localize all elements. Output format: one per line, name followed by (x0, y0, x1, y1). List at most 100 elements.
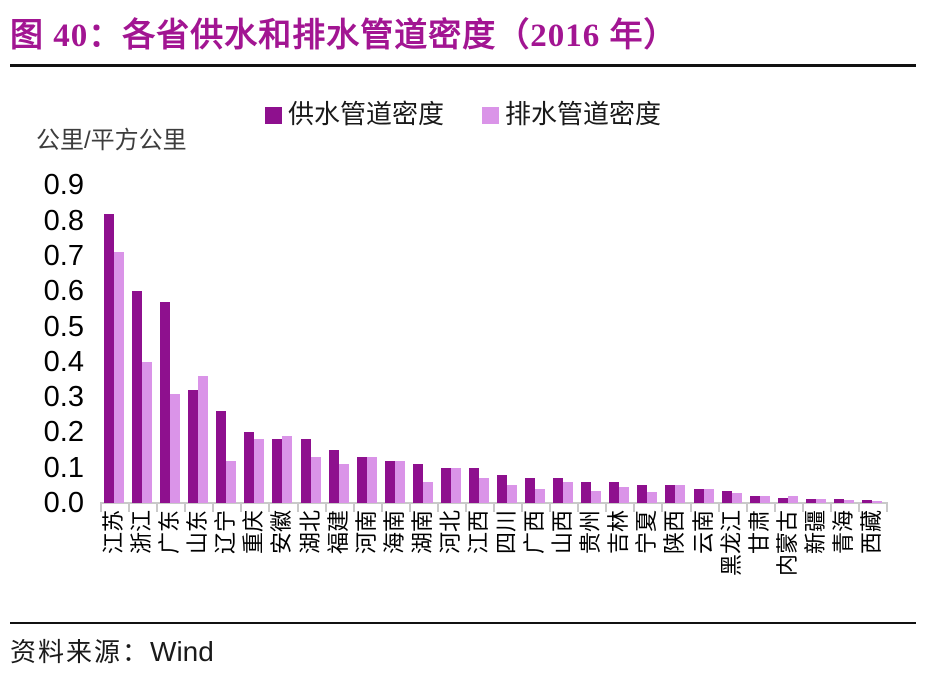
axis-tick (156, 504, 159, 512)
bar-drainage (815, 498, 826, 503)
x-tick-label: 海南 (381, 510, 407, 555)
source-line: 资料来源：Wind (10, 632, 214, 669)
legend-swatch-supply (264, 106, 282, 124)
bar-drainage (198, 375, 209, 503)
x-tick-label: 新疆 (802, 510, 828, 555)
axis-tick (717, 504, 720, 512)
bar-supply (412, 464, 423, 503)
x-tick-label: 内蒙古 (774, 510, 800, 577)
source-value: Wind (150, 636, 214, 667)
axis-tick (857, 504, 860, 512)
figure-title: 图 40：各省供水和排水管道密度（2016 年） (10, 18, 678, 54)
bar-supply (440, 467, 451, 503)
x-tick-label: 湖南 (409, 510, 435, 555)
bar-drainage (619, 487, 630, 503)
bar-supply (805, 498, 816, 503)
legend-label-supply: 供水管道密度 (287, 99, 444, 129)
x-tick-label: 四川 (494, 510, 520, 555)
bar-drainage (535, 488, 546, 503)
axis-tick (128, 504, 131, 512)
x-tick-label: 江苏 (101, 510, 127, 555)
bar-drainage (422, 481, 433, 503)
axis-tick (408, 504, 411, 512)
axis-tick (829, 504, 832, 512)
x-tick-label: 重庆 (241, 510, 267, 555)
legend-item-drainage: 排水管道密度 (482, 100, 661, 128)
bar-supply (609, 481, 620, 503)
axis-tick (268, 504, 271, 512)
bar-supply (553, 478, 564, 503)
bar-supply (777, 497, 788, 503)
x-tick-label: 湖北 (297, 510, 323, 555)
axis-tick (100, 504, 102, 512)
x-tick-label: 福建 (325, 510, 351, 555)
legend-item-supply: 供水管道密度 (264, 99, 444, 129)
bar-drainage (338, 464, 349, 503)
axis-tick (773, 504, 776, 512)
bar-supply (300, 439, 311, 503)
x-tick-label: 青海 (830, 510, 856, 555)
axis-tick (380, 504, 383, 512)
bar-drainage (478, 478, 489, 503)
bar-supply (272, 439, 283, 503)
legend-swatch-drainage (482, 106, 499, 124)
title-rule (10, 64, 916, 67)
x-axis-line (100, 502, 888, 504)
y-axis-unit-label: 公里/平方公里 (36, 127, 187, 154)
x-tick-label: 山东 (185, 510, 211, 555)
axis-tick (324, 504, 327, 512)
bar-supply (721, 490, 732, 503)
bar-drainage (759, 495, 770, 503)
bar-drainage (226, 460, 237, 503)
axis-tick (464, 504, 467, 512)
bar-supply (497, 474, 508, 503)
bar-supply (581, 481, 592, 503)
axis-tick (689, 504, 692, 512)
x-tick-label: 广东 (157, 510, 183, 555)
bar-drainage (114, 252, 125, 503)
bar-drainage (703, 488, 714, 503)
bar-supply (328, 450, 339, 503)
source-prefix: 资料来源： (10, 638, 151, 667)
bar-drainage (731, 493, 742, 503)
bar-drainage (843, 500, 854, 503)
bar-drainage (282, 435, 293, 503)
x-tick-label: 辽宁 (213, 510, 239, 555)
x-tick-label: 安徽 (269, 510, 295, 555)
bar-drainage (787, 495, 798, 503)
x-tick-label: 江西 (465, 510, 491, 555)
bar-drainage (507, 485, 518, 503)
x-tick-label: 宁夏 (634, 510, 660, 555)
x-tick-label: 黑龙江 (718, 510, 744, 577)
axis-tick (212, 504, 215, 512)
bar-drainage (563, 481, 574, 503)
bar-supply (356, 457, 367, 503)
bar-supply (637, 485, 648, 503)
x-tick-label: 贵州 (578, 510, 604, 555)
x-tick-label: 陕西 (662, 510, 688, 555)
axis-tick (605, 504, 608, 512)
bar-drainage (142, 361, 153, 503)
axis-tick (549, 504, 552, 512)
x-tick-label: 云南 (690, 510, 716, 555)
axis-tick (493, 504, 495, 512)
bar-supply (861, 500, 872, 503)
bar-supply (104, 213, 115, 503)
axis-tick (745, 504, 748, 512)
bar-drainage (254, 439, 265, 503)
x-tick-label: 吉林 (606, 510, 632, 555)
x-tick-label: 山西 (550, 510, 576, 555)
bar-supply (833, 499, 844, 503)
axis-tick (661, 504, 664, 512)
footer-rule (10, 622, 916, 624)
x-tick-label: 西藏 (858, 510, 884, 555)
bar-drainage (647, 492, 658, 503)
bar-supply (132, 291, 143, 503)
x-tick-label: 广西 (522, 510, 548, 555)
axis-tick (521, 504, 524, 512)
bar-supply (244, 432, 255, 503)
bar-drainage (675, 485, 686, 503)
x-tick-label: 甘肃 (746, 510, 772, 555)
bar-supply (749, 495, 760, 503)
